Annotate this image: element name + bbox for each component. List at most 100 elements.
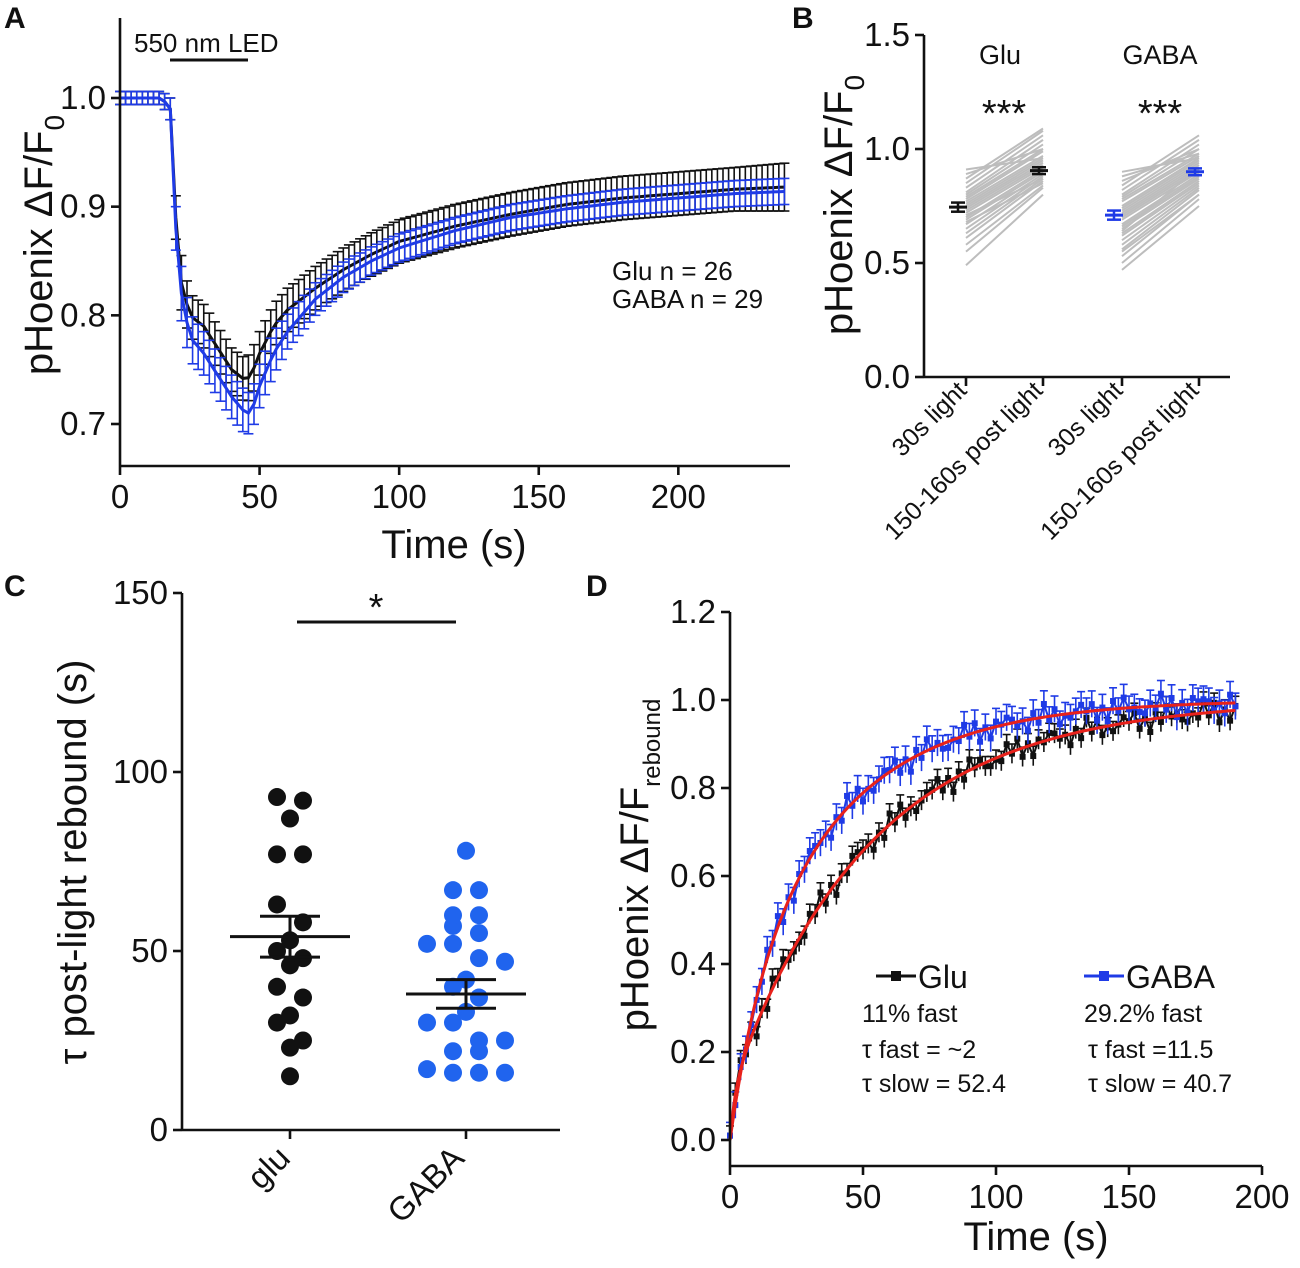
panel-c-gaba-point-16 bbox=[470, 949, 488, 968]
panel-a-xtick-label-1: 50 bbox=[241, 478, 278, 515]
panel-d-gaba-tau-fast: τ fast =11.5 bbox=[1088, 1036, 1213, 1064]
panel-a-xtick-label-2: 100 bbox=[372, 478, 427, 515]
panel-d-legend-gaba-label: GABA bbox=[1126, 959, 1216, 995]
panel-d-xtick-label-3: 150 bbox=[1101, 1178, 1156, 1215]
panel-d-x-label: Time (s) bbox=[963, 1215, 1108, 1259]
panel-c: C 0 50 100 150 * τ post-light rebound (s) g… bbox=[4, 570, 560, 1230]
panel-b-glu-pair-18 bbox=[965, 139, 1044, 194]
panel-b-sig-glu: *** bbox=[982, 93, 1027, 135]
panel-b-gaba-pair-4 bbox=[1121, 186, 1200, 246]
panel-c-gaba-point-20 bbox=[444, 906, 462, 925]
panel-b-glu-pair-25 bbox=[965, 177, 1044, 217]
panel-b-glu-pair-14 bbox=[965, 154, 1044, 203]
panel-d-gaba-fast: 29.2% fast bbox=[1084, 1000, 1202, 1028]
panel-b-gaba-pair-5 bbox=[1121, 184, 1200, 242]
panel-b-gaba-pair-28 bbox=[1121, 166, 1200, 232]
panel-d-legend-glu: Glu 11% fast τ fast = ~2 τ slow = 52.4 bbox=[862, 959, 1006, 1098]
panel-b-gaba-pair-18 bbox=[1121, 154, 1200, 203]
panel-c-gaba-point-1 bbox=[444, 1063, 462, 1082]
panel-d-glu-fit-curve bbox=[728, 708, 1236, 1141]
panel-b-ticks: 0.0 0.5 1.0 1.5 bbox=[864, 16, 1201, 395]
panel-b-glu-pair-4 bbox=[965, 177, 1044, 235]
panel-c-gaba-point-8 bbox=[470, 1031, 488, 1050]
panel-b-gaba-pair-7 bbox=[1121, 180, 1200, 235]
panel-b-sig-gaba: *** bbox=[1138, 93, 1183, 135]
panel-b-glu-pair-2 bbox=[965, 184, 1044, 246]
panel-c-gaba-point-12 bbox=[470, 988, 488, 1007]
panel-c-glu-point-8 bbox=[268, 942, 286, 960]
panel-b-glu-pair-0 bbox=[965, 193, 1044, 267]
panel-c-glu-point-0 bbox=[281, 1067, 299, 1086]
panel-c-glu-point-12 bbox=[294, 913, 312, 932]
panel-a: A 0.7 0.8 0.9 1.0 0 50 100 150 200 550 nm LED Gl… bbox=[4, 2, 790, 567]
panel-a-legend-glu: Glu n = 26 bbox=[612, 256, 733, 286]
panel-b-glu-pair-20 bbox=[965, 129, 1044, 185]
panel-c-gaba-point-22 bbox=[444, 881, 462, 900]
panel-b-gaba-pair-26 bbox=[1121, 157, 1200, 173]
panel-a-xtick-label-3: 150 bbox=[511, 478, 566, 515]
panel-d-gaba-fit-curve bbox=[728, 701, 1236, 1141]
panel-b-gaba-pair-6 bbox=[1121, 182, 1200, 237]
panel-d: D 0.0 0.2 0.4 0.6 0.8 1.0 1.2 0 50 100 150 200 Time… bbox=[586, 570, 1290, 1259]
panel-b-x-ticklabels: 30s light 150-160s post light 30s light … bbox=[879, 376, 1204, 545]
panel-d-ytick-label-2: 0.4 bbox=[670, 945, 716, 982]
panel-d-gaba-tau-slow: τ slow = 40.7 bbox=[1088, 1070, 1232, 1098]
panel-d-ytick-label-1: 0.2 bbox=[670, 1033, 716, 1070]
panel-b-ytick-label-1: 0.5 bbox=[864, 244, 910, 281]
panel-c-xtick-gaba: GABA bbox=[380, 1139, 471, 1230]
panel-d-legend-gaba-marker bbox=[1099, 971, 1109, 981]
panel-b-y-label: pHoenix ΔF/F0 bbox=[817, 75, 870, 335]
panel-c-glu-point-3 bbox=[294, 1031, 312, 1050]
panel-d-ytick-label-5: 1.0 bbox=[670, 681, 716, 718]
panel-c-gaba-point-2 bbox=[470, 1063, 488, 1082]
panel-d-xtick-label-2: 100 bbox=[968, 1178, 1023, 1215]
panel-b-gaba-pair-9 bbox=[1121, 175, 1200, 228]
panel-b-gaba-pair-3 bbox=[1121, 189, 1200, 251]
panel-b-glu-pair-24 bbox=[965, 182, 1044, 223]
panel-c-glu-point-4 bbox=[281, 1006, 299, 1025]
panel-c-plot bbox=[230, 788, 526, 1086]
panel-c-ticks: 0 50 100 150 bbox=[113, 574, 468, 1148]
panel-b-gaba-pair-21 bbox=[1121, 143, 1200, 196]
panel-a-legend-gaba: GABA n = 29 bbox=[612, 284, 763, 314]
panel-c-gaba-point-17 bbox=[496, 952, 514, 971]
panel-b-ytick-label-2: 1.0 bbox=[864, 130, 910, 167]
panel-c-ytick-label-1: 50 bbox=[131, 932, 168, 969]
panel-b-glu-pair-9 bbox=[965, 166, 1044, 214]
panel-b-gaba-pair-0 bbox=[1121, 205, 1200, 271]
panel-a-ytick-label-3: 1.0 bbox=[60, 79, 106, 116]
panel-b-group-gaba: GABA bbox=[1122, 40, 1197, 70]
panel-a-ytick-label-2: 0.9 bbox=[60, 188, 106, 225]
panel-d-glu-fast: 11% fast bbox=[862, 1000, 957, 1028]
panel-d-ytick-label-6: 1.2 bbox=[670, 593, 716, 630]
panel-c-letter: C bbox=[4, 570, 26, 603]
panel-b-glu-pair-1 bbox=[965, 186, 1044, 253]
panel-c-glu-point-14 bbox=[294, 845, 312, 864]
panel-c-xtick-glu: glu bbox=[240, 1139, 297, 1196]
panel-d-ytick-label-4: 0.8 bbox=[670, 769, 716, 806]
panel-b-glu-pair-7 bbox=[965, 170, 1044, 221]
panel-d-xtick-label-4: 200 bbox=[1234, 1178, 1289, 1215]
panel-c-glu-point-5 bbox=[268, 977, 286, 996]
panel-b-glu-pair-22 bbox=[965, 148, 1044, 176]
panel-c-gaba-point-14 bbox=[418, 934, 436, 953]
panel-d-ytick-label-0: 0.0 bbox=[670, 1121, 716, 1158]
panel-b-gaba-pair-1 bbox=[1121, 198, 1200, 264]
panel-d-xtick-label-1: 50 bbox=[845, 1178, 882, 1215]
panel-d-y-label: pHoenix ΔF/Frebound bbox=[613, 699, 666, 1032]
panel-b: B 0.0 0.5 1.0 1.5 Glu GABA *** *** pHoenix … bbox=[792, 2, 1230, 546]
panel-a-plot bbox=[115, 90, 790, 435]
panel-d-legend-gaba: GABA 29.2% fast τ fast =11.5 τ slow = 40… bbox=[1084, 959, 1232, 1098]
panel-d-ytick-label-3: 0.6 bbox=[670, 857, 716, 894]
panel-a-gaba-line bbox=[120, 96, 785, 416]
panel-b-group-glu: Glu bbox=[979, 40, 1021, 70]
panel-d-xtick-label-0: 0 bbox=[721, 1178, 739, 1215]
panel-b-plot bbox=[949, 127, 1204, 271]
panel-c-glu-point-15 bbox=[281, 809, 299, 828]
panel-b-ytick-label-0: 0.0 bbox=[864, 358, 910, 395]
panel-a-ytick-label-0: 0.7 bbox=[60, 405, 106, 442]
panel-c-gaba-point-3 bbox=[496, 1063, 514, 1082]
panel-b-glu-pair-10 bbox=[965, 164, 1044, 212]
panel-a-glu-line bbox=[120, 96, 785, 380]
